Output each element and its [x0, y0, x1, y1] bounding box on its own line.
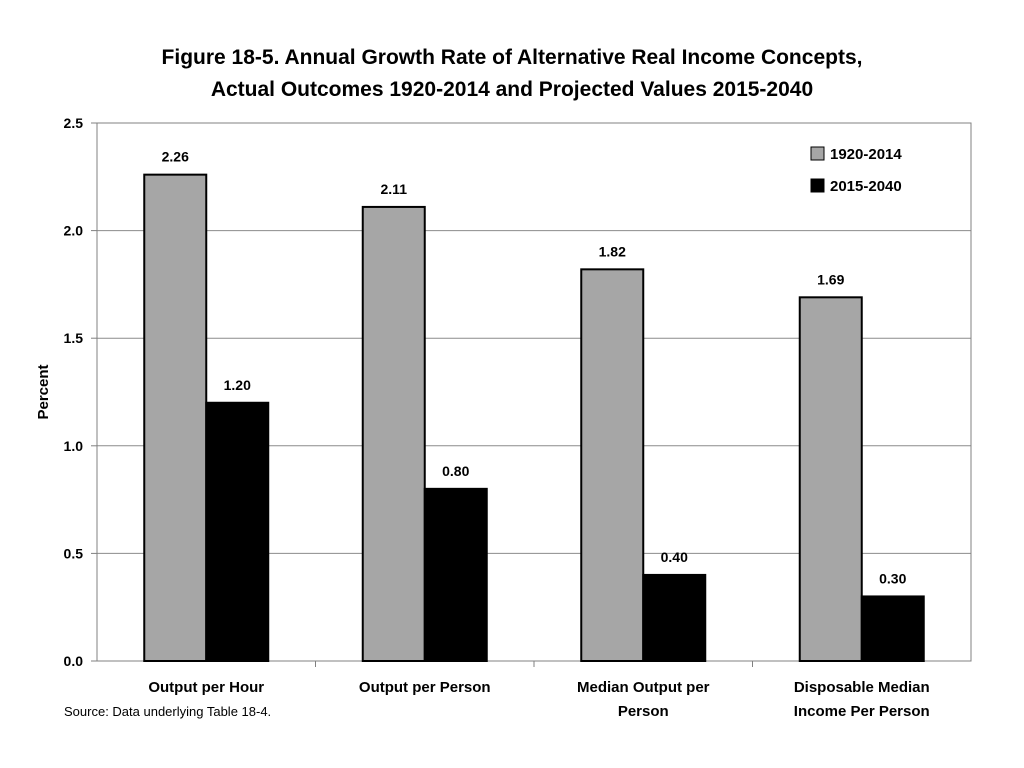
bar-series-1-cat-3	[580, 268, 645, 662]
y-tick-label: 1.5	[64, 330, 84, 346]
chart-title-line-2: Actual Outcomes 1920-2014 and Projected …	[210, 78, 814, 101]
bar-series-2-cat-1	[205, 401, 270, 662]
legend-label-series-1: 1920-2014	[830, 146, 902, 163]
y-tick-label: 2.0	[64, 223, 84, 239]
x-category-label: Person	[618, 703, 669, 720]
data-label: 0.80	[442, 463, 469, 479]
legend-label-series-2: 2015-2040	[830, 178, 902, 195]
x-category-label: Output per Person	[359, 679, 491, 696]
y-tick-label: 2.5	[64, 115, 84, 131]
bar-series-2-cat-4	[860, 595, 925, 662]
y-axis-label: Percent	[35, 364, 52, 419]
y-axis-ticks: 0.0 0.5 1.0 1.5 2.0 2.5	[64, 115, 753, 669]
bar-series-1-cat-4	[798, 296, 863, 662]
x-category-label: Disposable Median	[794, 679, 930, 696]
y-tick-label: 0.0	[64, 653, 84, 669]
bar-series-2-cat-3	[642, 573, 707, 662]
legend-swatch-series-1	[810, 146, 825, 161]
data-label: 0.30	[879, 570, 906, 586]
bars	[143, 173, 925, 662]
category-labels: Output per Hour Output per Person Median O…	[148, 679, 929, 720]
legend: 1920-2014 2015-2040	[810, 146, 902, 195]
y-tick-label: 0.5	[64, 545, 84, 561]
data-label: 1.20	[224, 377, 251, 393]
bar-series-1-cat-2	[361, 205, 426, 662]
data-label: 1.69	[817, 271, 844, 287]
chart-title-line-1: Figure 18-5. Annual Growth Rate of Alter…	[161, 46, 863, 69]
x-category-label: Output per Hour	[148, 679, 264, 696]
legend-swatch-series-2	[810, 178, 825, 193]
data-label: 0.40	[661, 549, 688, 565]
data-label: 2.11	[381, 181, 408, 197]
bar-series-2-cat-2	[423, 487, 488, 662]
chart-title: Figure 18-5. Annual Growth Rate of Alter…	[0, 42, 1024, 106]
data-label: 2.26	[162, 149, 189, 165]
bar-series-1-cat-1	[143, 173, 208, 662]
data-label: 1.82	[599, 243, 626, 259]
source-note: Source: Data underlying Table 18-4.	[64, 704, 272, 719]
y-tick-label: 1.0	[64, 438, 84, 454]
data-labels: 2.26 1.20 2.11 0.80 1.82 0.40 1.69 0.30	[162, 149, 907, 587]
x-category-label: Median Output per	[577, 679, 710, 696]
x-category-label: Income Per Person	[794, 703, 930, 720]
